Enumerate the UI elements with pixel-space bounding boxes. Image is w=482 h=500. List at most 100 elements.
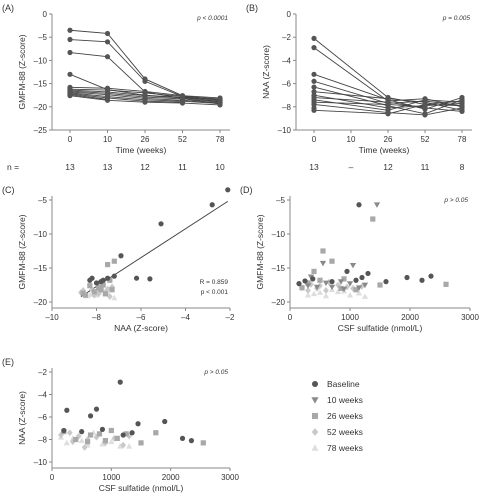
y-axis-label: NAA (Z-score) <box>261 45 271 99</box>
data-point-w26 <box>109 287 115 293</box>
data-point <box>104 54 111 60</box>
data-point-w10 <box>313 284 321 291</box>
data-point-w10 <box>349 262 357 269</box>
data-point-w26 <box>353 287 359 293</box>
n-label: n = <box>7 162 19 172</box>
x-tick-label: –4 <box>181 313 190 322</box>
data-point-w78 <box>310 290 318 297</box>
x-axis-label: Time (weeks) <box>116 145 167 155</box>
data-point-w10 <box>304 283 312 289</box>
panel-label: (A) <box>2 3 14 13</box>
series-line <box>313 38 463 105</box>
y-tick-label: –5 <box>38 33 47 42</box>
y-tick-label: –15 <box>34 80 48 89</box>
data-point-w78 <box>117 443 124 449</box>
data-point <box>385 101 391 108</box>
x-axis-label: Time (weeks) <box>359 145 410 155</box>
data-point <box>217 102 223 108</box>
data-point <box>311 45 317 51</box>
data-point-w26 <box>96 431 103 437</box>
data-point-baseline <box>93 406 100 412</box>
data-point-baseline <box>99 426 106 432</box>
data-point-w26 <box>87 432 94 438</box>
y-axis-label: GMFM-88 (Z-score) <box>17 34 27 109</box>
data-point-baseline <box>93 280 100 286</box>
y-tick-label: –20 <box>34 298 48 307</box>
p-value: p > 0.05 <box>443 197 468 204</box>
data-point-w26 <box>102 438 108 444</box>
panel-a: 0 –5 –10 –15 –20 –25 0 10 26 52 78 Time (weeks) GMFM… <box>2 3 230 172</box>
data-point-w26 <box>200 440 206 446</box>
data-point <box>179 100 186 106</box>
data-point-w26 <box>123 431 129 437</box>
data-point-w26 <box>305 280 311 286</box>
y-axis-label: GMFM-88 (Z-score) <box>255 214 265 289</box>
legend-label-w78: 78 weeks <box>327 443 363 453</box>
y-tick-label: 0 <box>287 10 292 19</box>
y-tick-label: –10 <box>272 230 286 239</box>
data-point-w10 <box>319 260 327 267</box>
data-point-w10 <box>328 284 336 291</box>
x-tick-label: 26 <box>141 135 150 144</box>
x-tick-label: 0 <box>312 135 317 144</box>
series-line <box>313 104 463 116</box>
data-point-w26 <box>105 262 111 268</box>
series-line <box>69 94 108 100</box>
data-point-w78 <box>78 437 85 443</box>
data-point-baseline <box>147 276 153 282</box>
data-point-baseline <box>61 427 67 434</box>
data-point-w78 <box>322 292 330 299</box>
data-point-w26 <box>111 258 117 264</box>
n-value: 13 <box>103 162 113 172</box>
data-point-baseline <box>135 421 141 427</box>
series-line <box>313 94 463 109</box>
series-line <box>313 47 463 108</box>
y-tick-label: 0 <box>43 10 48 19</box>
n-value: 11 <box>178 162 187 172</box>
panel-label: (E) <box>2 357 14 367</box>
data-point-w26 <box>91 289 97 295</box>
series-line <box>313 99 463 111</box>
data-point-baseline <box>353 277 359 283</box>
data-point-baseline <box>296 281 302 287</box>
x-tick-label: 3000 <box>461 313 479 322</box>
legend-label-w52: 52 weeks <box>327 427 363 437</box>
data-point-baseline <box>225 187 231 193</box>
data-point-w26 <box>311 268 317 274</box>
data-point-baseline <box>87 413 94 419</box>
p-value: p > 0.05 <box>203 369 228 376</box>
data-point <box>385 111 391 117</box>
legend-label-baseline: Baseline <box>327 379 360 389</box>
n-value: 13 <box>65 162 75 172</box>
data-point-w26 <box>299 285 305 291</box>
data-point-w26 <box>329 258 335 264</box>
data-point-baseline <box>356 202 362 208</box>
data-point-w52 <box>120 441 127 449</box>
data-point-baseline <box>98 279 104 285</box>
n-value: 11 <box>421 162 430 172</box>
data-point <box>142 78 148 84</box>
y-tick-label: –10 <box>278 126 292 135</box>
data-point <box>459 103 465 109</box>
x-tick-label: 1000 <box>102 473 120 482</box>
y-tick-label: –5 <box>276 196 285 205</box>
data-point-baseline <box>404 274 410 281</box>
n-value: 13 <box>309 162 319 172</box>
data-point-w26 <box>377 282 383 288</box>
data-point-baseline <box>209 202 215 208</box>
data-point-w52 <box>305 287 311 294</box>
data-point-baseline <box>117 379 123 385</box>
data-point-w26 <box>443 281 449 287</box>
data-point-baseline <box>129 430 135 436</box>
data-point-baseline <box>359 274 365 281</box>
n-value: – <box>349 162 354 172</box>
panel-e: –2 –4 –6 –8 –100 1000 2000 3000 CSF sulfatide (n… <box>2 357 239 493</box>
y-tick-label: –15 <box>272 264 286 273</box>
x-tick-label: –10 <box>45 313 59 322</box>
y-tick-label: –2 <box>38 368 47 377</box>
data-point-baseline <box>120 432 126 438</box>
data-point-w26 <box>85 439 91 445</box>
x-tick-label: 3000 <box>221 473 239 482</box>
data-point-w10 <box>373 202 381 208</box>
